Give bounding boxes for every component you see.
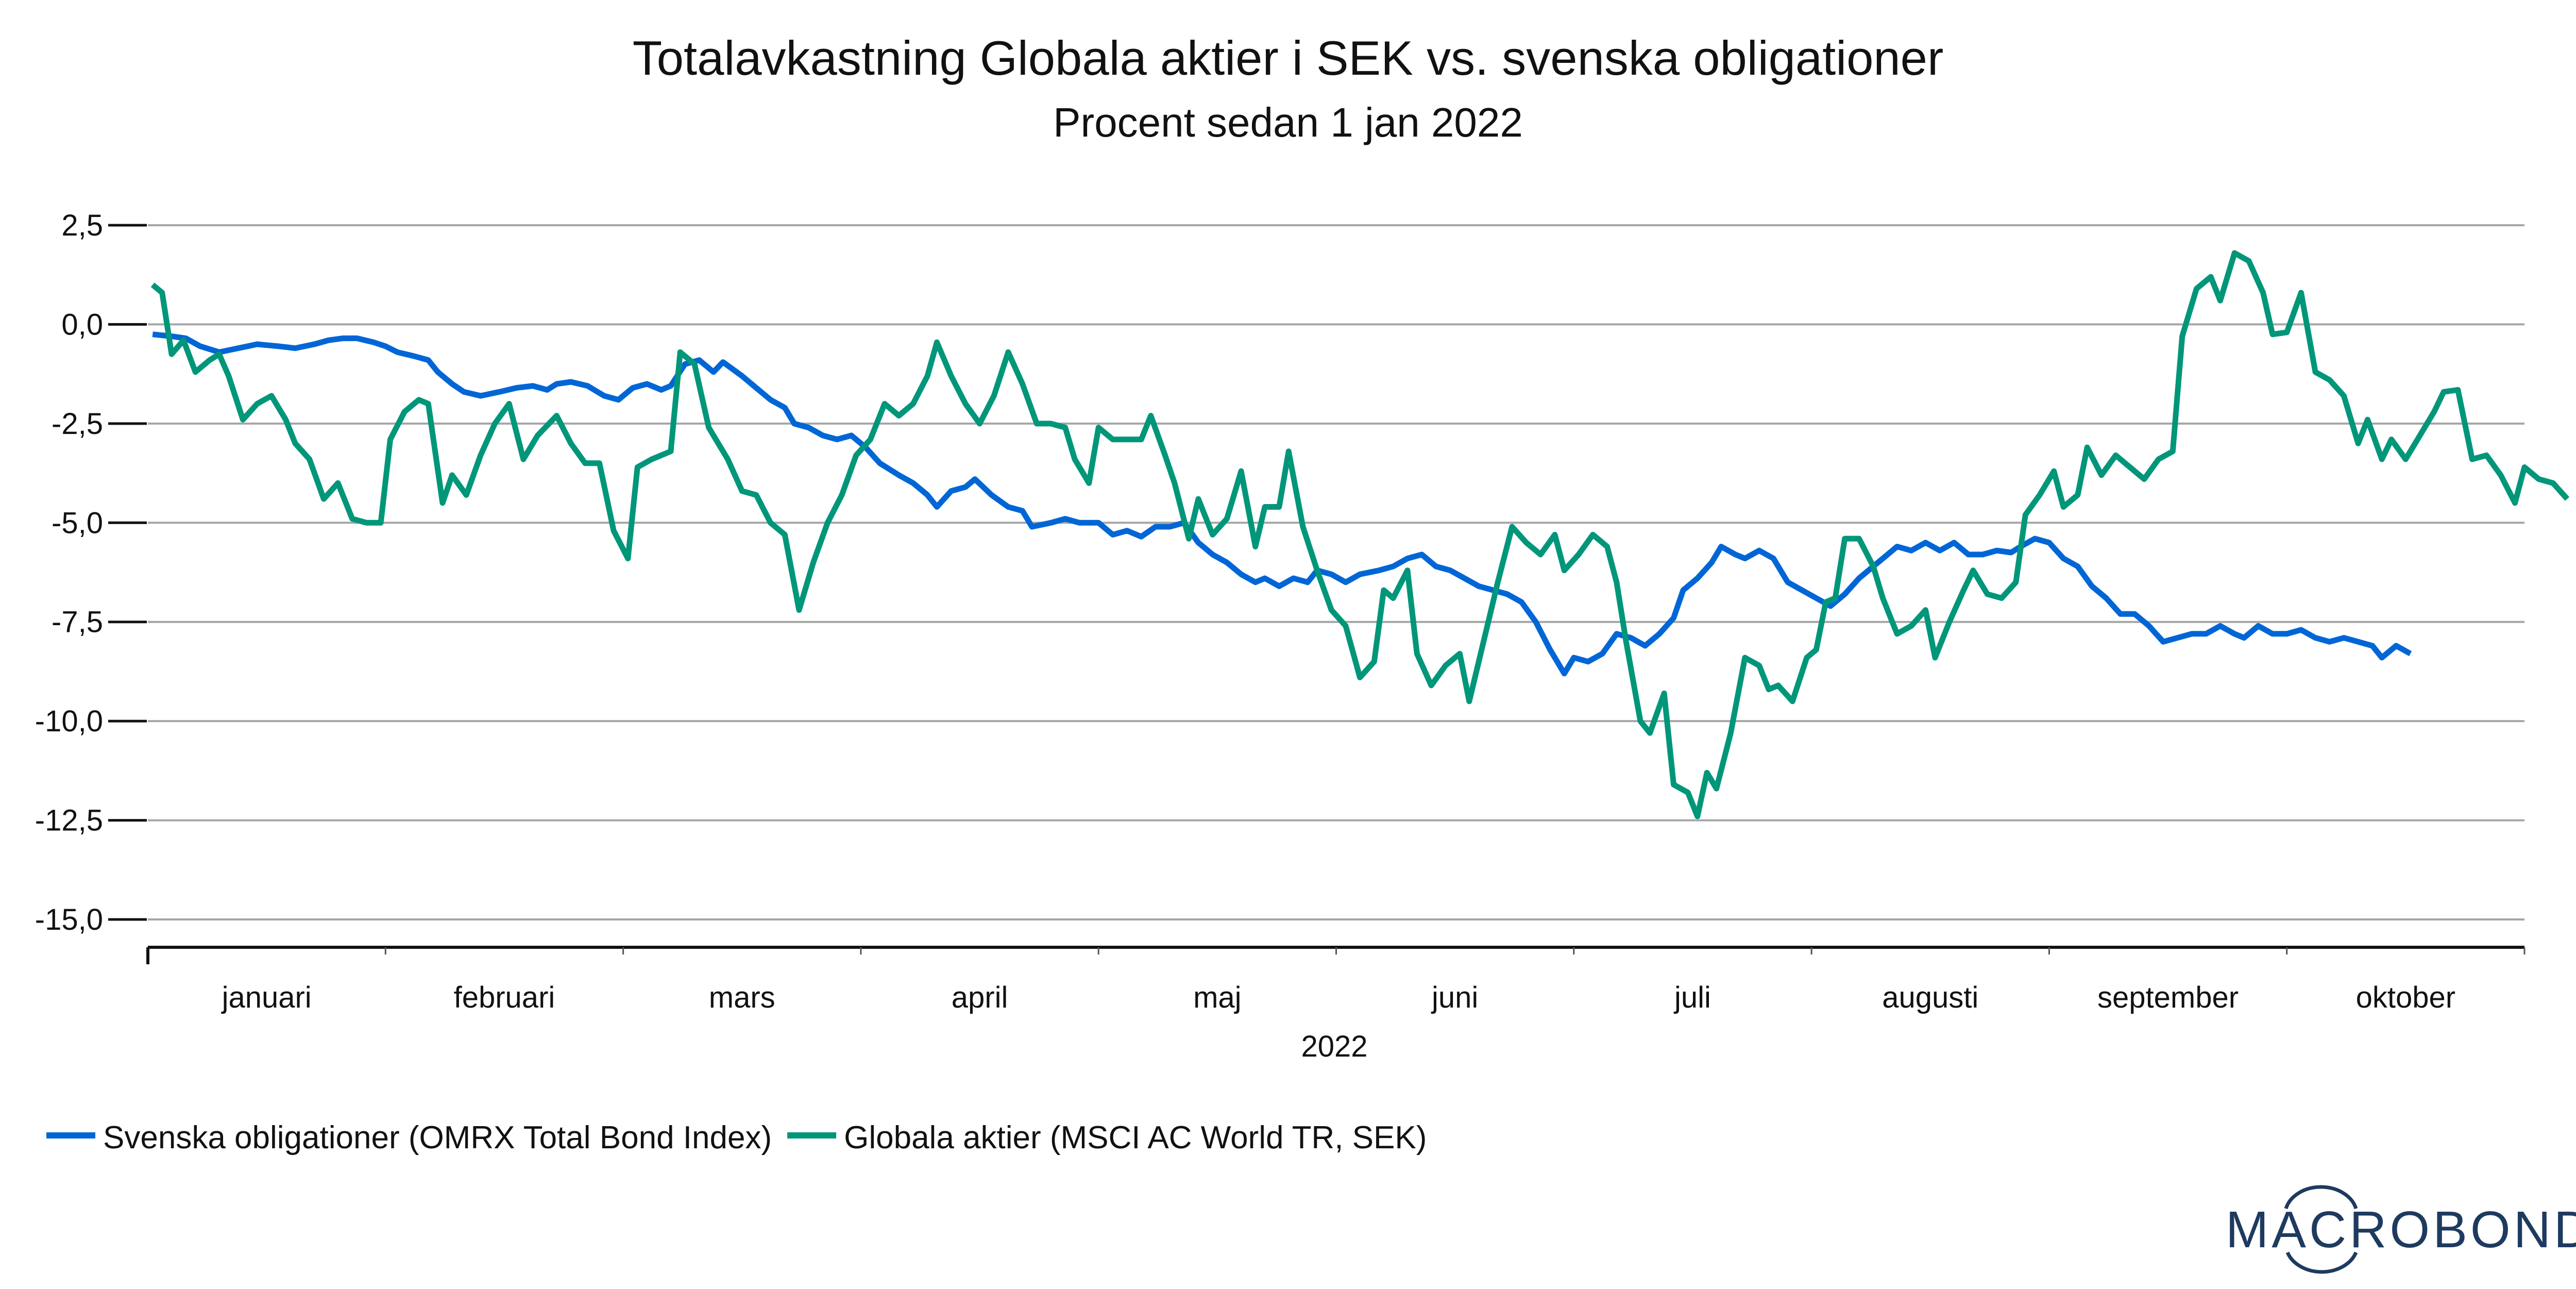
x-tick-label: juli [1673, 981, 1711, 1014]
gridlines [148, 224, 2524, 920]
y-tick-label: -7,5 [52, 606, 103, 639]
y-tick-label: -15,0 [35, 903, 103, 936]
series-line-0 [152, 331, 2412, 677]
y-tick-label: -2,5 [52, 407, 103, 441]
series-line-1 [150, 250, 2570, 819]
logo-arc-top [2284, 1185, 2358, 1210]
series [150, 250, 2570, 819]
macrobond-logo: MACROBOND [2226, 1185, 2576, 1274]
x-axis: januari februari mars april maj juni juli augus… [146, 946, 2526, 1014]
y-tick-label: 0,0 [61, 308, 103, 341]
x-tick-label: juni [1431, 981, 1478, 1014]
y-tick-label: -12,5 [35, 804, 103, 838]
legend-label: Globala aktier (MSCI AC World TR, SEK) [844, 1120, 1427, 1156]
logo-text: MACROBOND [2226, 1201, 2576, 1259]
x-tick-label: februari [454, 981, 555, 1014]
y-tick-label: 2,5 [61, 209, 103, 242]
x-tick-label: maj [1193, 981, 1241, 1014]
legend-label: Svenska obligationer (OMRX Total Bond In… [103, 1120, 772, 1156]
legend-swatch [46, 1132, 95, 1139]
chart-subtitle: Procent sedan 1 jan 2022 [1053, 99, 1523, 145]
legend-item: Svenska obligationer (OMRX Total Bond In… [46, 1120, 772, 1156]
y-tick-label: -10,0 [35, 705, 103, 738]
x-axis-label: 2022 [1301, 1030, 1367, 1063]
y-axis: 2,5 0,0 -2,5 -5,0 -7,5 -10,0 -12,5 -15,0 [35, 209, 147, 936]
x-tick-label: mars [709, 981, 775, 1014]
legend-item: Globala aktier (MSCI AC World TR, SEK) [787, 1120, 1427, 1156]
legend-swatch [787, 1132, 837, 1139]
logo-arc-bottom [2285, 1251, 2358, 1274]
x-tick-label: september [2097, 981, 2239, 1014]
y-tick-label: -5,0 [52, 506, 103, 540]
chart-title: Totalavkastning Globala aktier i SEK vs.… [633, 31, 1944, 85]
x-tick-label: augusti [1882, 981, 1978, 1014]
legend: Svenska obligationer (OMRX Total Bond In… [46, 1120, 1427, 1156]
x-tick-label: januari [221, 981, 312, 1014]
x-tick-label: oktober [2356, 981, 2455, 1014]
x-tick-label: april [952, 981, 1008, 1014]
